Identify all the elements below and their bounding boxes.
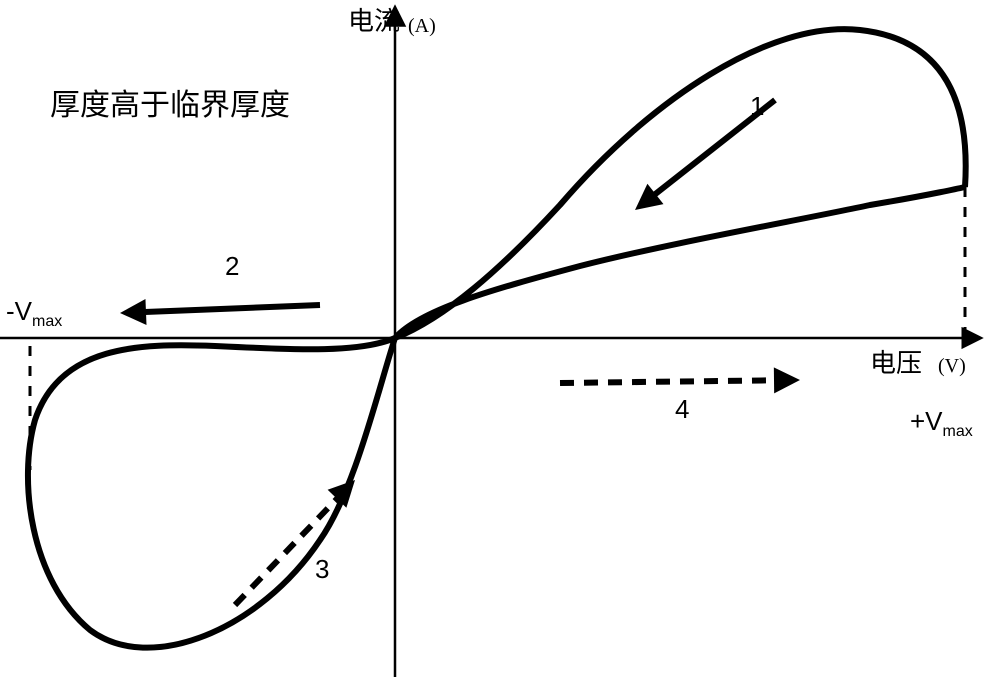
arrow-2-label: 2 [225, 251, 239, 281]
arrow-2-shaft [136, 305, 320, 312]
y-axis-label: 电流 [348, 7, 400, 36]
pos-vmax-label: +Vmax [910, 406, 973, 440]
arrow-4-shaft [560, 380, 784, 383]
arrow-4-label: 4 [675, 394, 689, 424]
neg-vmax-label: -Vmax [6, 296, 62, 330]
arrow-3-label: 3 [315, 554, 329, 584]
y-axis-unit: (A) [408, 15, 436, 37]
arrow-4-head-icon [774, 367, 800, 393]
arrow-3-shaft [235, 491, 344, 605]
x-axis-label: 电压 [870, 349, 922, 378]
arrow-1-label: 1 [750, 91, 764, 121]
arrow-2-head-icon [120, 299, 146, 325]
diagram-title: 厚度高于临界厚度 [50, 89, 290, 122]
iv-diagram: 电流 (A) 电压 (V) 厚度高于临界厚度 -Vmax +Vmax 1 2 3 4 [0, 0, 1000, 677]
direction-arrows [120, 100, 800, 605]
x-axis-unit: (V) [938, 355, 966, 377]
